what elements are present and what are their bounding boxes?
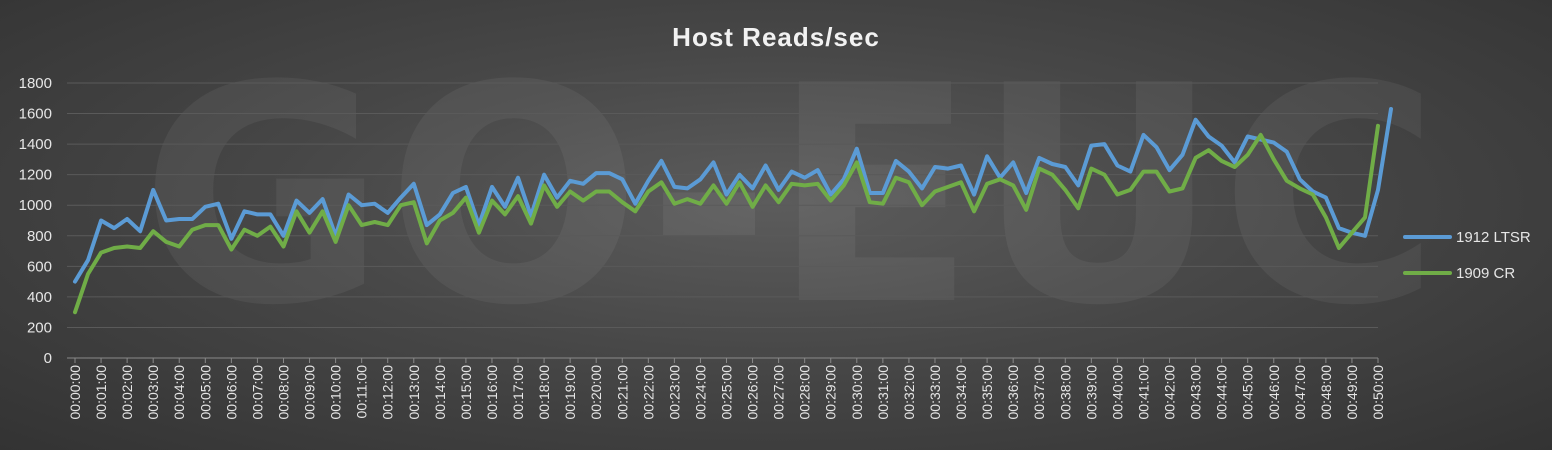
y-tick-label: 1000 — [19, 197, 52, 214]
x-tick-label: 00:42:00 — [1162, 365, 1178, 420]
x-tick-label: 00:06:00 — [223, 365, 239, 420]
y-tick-label: 800 — [27, 228, 52, 245]
x-tick-label: 00:36:00 — [1005, 365, 1021, 420]
gridlines — [67, 82, 1378, 359]
x-tick-label: 00:38:00 — [1057, 365, 1073, 420]
x-tick-label: 00:16:00 — [484, 365, 500, 420]
series-line-2 — [73, 123, 1380, 315]
x-tick-label: 00:50:00 — [1370, 365, 1386, 420]
chart-title: Host Reads/sec — [672, 22, 880, 52]
x-tick-label: 00:25:00 — [719, 365, 735, 420]
x-tick-label: 00:19:00 — [562, 365, 578, 420]
y-tick-label: 1800 — [19, 75, 52, 92]
y-axis-ticks: 0 200 400 600 800 1000 1200 1400 1600 1800 — [19, 75, 52, 367]
x-tick-label: 00:14:00 — [432, 365, 448, 420]
x-tick-label: 00:26:00 — [745, 365, 761, 420]
x-tick-label: 00:23:00 — [666, 365, 682, 420]
x-tick-label: 00:31:00 — [875, 365, 891, 420]
x-tick-label: 00:35:00 — [979, 365, 995, 420]
x-tick-label: 00:07:00 — [249, 365, 265, 420]
series-lines — [73, 107, 1393, 315]
x-tick-label: 00:40:00 — [1109, 365, 1125, 420]
x-tick-label: 00:22:00 — [640, 365, 656, 420]
x-tick-label: 00:29:00 — [823, 365, 839, 420]
x-tick-label: 00:00:00 — [67, 365, 83, 420]
x-tick-label: 00:32:00 — [901, 365, 917, 420]
x-axis-ticks: 00:00:00 00:01:00 00:02:00 00:03:00 00:04:00… — [67, 358, 1386, 420]
x-tick-label: 00:09:00 — [302, 365, 318, 420]
x-tick-label: 00:01:00 — [93, 365, 109, 420]
x-tick-label: 00:21:00 — [614, 365, 630, 420]
x-tick-label: 00:24:00 — [692, 365, 708, 420]
x-tick-label: 00:39:00 — [1083, 365, 1099, 420]
y-tick-label: 1200 — [19, 167, 52, 184]
y-tick-label: 1400 — [19, 136, 52, 153]
x-tick-label: 00:49:00 — [1344, 365, 1360, 420]
y-tick-label: 1600 — [19, 106, 52, 123]
x-tick-label: 00:13:00 — [406, 365, 422, 420]
x-tick-label: 00:47:00 — [1292, 365, 1308, 420]
x-tick-label: 00:08:00 — [275, 365, 291, 420]
chart-legend: 1912 LTSR 1909 CR — [1403, 229, 1531, 282]
x-tick-label: 00:05:00 — [197, 365, 213, 420]
x-tick-label: 00:20:00 — [588, 365, 604, 420]
x-tick-label: 00:18:00 — [536, 365, 552, 420]
legend-label: 1909 CR — [1456, 265, 1515, 282]
x-tick-label: 00:34:00 — [953, 365, 969, 420]
x-tick-label: 00:17:00 — [510, 365, 526, 420]
series-line-1 — [73, 107, 1393, 284]
x-tick-label: 00:41:00 — [1135, 365, 1151, 420]
x-tick-label: 00:15:00 — [458, 365, 474, 420]
y-tick-label: 400 — [27, 289, 52, 306]
x-tick-label: 00:12:00 — [380, 365, 396, 420]
x-tick-label: 00:28:00 — [797, 365, 813, 420]
x-tick-label: 00:33:00 — [927, 365, 943, 420]
x-tick-label: 00:45:00 — [1240, 365, 1256, 420]
x-tick-label: 00:27:00 — [771, 365, 787, 420]
legend-label: 1912 LTSR — [1456, 229, 1531, 246]
x-tick-label: 00:44:00 — [1214, 365, 1230, 420]
x-tick-label: 00:03:00 — [145, 365, 161, 420]
x-tick-label: 00:02:00 — [119, 365, 135, 420]
y-tick-label: 0 — [44, 350, 52, 367]
x-tick-label: 00:04:00 — [171, 365, 187, 420]
x-tick-label: 00:30:00 — [849, 365, 865, 420]
chart-watermark: GO-EUC — [140, 22, 1440, 371]
x-tick-label: 00:46:00 — [1266, 365, 1282, 420]
y-tick-label: 600 — [27, 258, 52, 275]
x-tick-label: 00:43:00 — [1188, 365, 1204, 420]
x-tick-label: 00:37:00 — [1031, 365, 1047, 420]
y-tick-label: 200 — [27, 319, 52, 336]
x-tick-label: 00:10:00 — [328, 365, 344, 420]
x-tick-label: 00:11:00 — [354, 365, 370, 419]
x-tick-label: 00:48:00 — [1318, 365, 1334, 420]
